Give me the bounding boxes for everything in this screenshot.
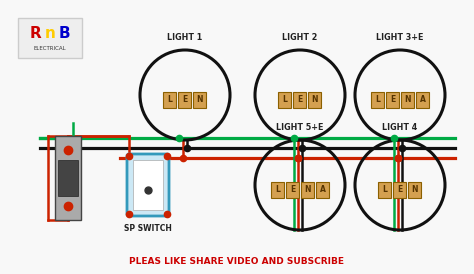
Bar	[309, 92, 321, 108]
Text: E: E	[182, 96, 188, 104]
Bar	[416, 92, 429, 108]
Bar	[271, 182, 284, 198]
Text: N: N	[312, 96, 318, 104]
Text: LIGHT 4: LIGHT 4	[383, 123, 418, 132]
Bar	[409, 182, 421, 198]
Text: A: A	[319, 185, 326, 195]
Text: n: n	[45, 27, 55, 41]
Text: B: B	[58, 27, 70, 41]
Bar	[371, 92, 384, 108]
Bar	[286, 182, 299, 198]
Text: L: L	[168, 96, 173, 104]
Bar	[279, 92, 292, 108]
Text: E: E	[390, 96, 395, 104]
Text: SP SWITCH: SP SWITCH	[124, 224, 172, 233]
Bar	[58, 160, 78, 196]
Bar	[55, 136, 81, 220]
Text: A: A	[419, 96, 426, 104]
Bar	[379, 182, 392, 198]
Bar	[193, 92, 207, 108]
Text: LIGHT 2: LIGHT 2	[283, 33, 318, 42]
Bar	[179, 92, 191, 108]
Bar	[133, 160, 163, 210]
Text: L: L	[375, 96, 380, 104]
Bar	[293, 92, 307, 108]
Bar	[393, 182, 407, 198]
Text: N: N	[404, 96, 411, 104]
Text: N: N	[197, 96, 203, 104]
Bar	[301, 182, 314, 198]
Text: R: R	[30, 27, 42, 41]
Text: E: E	[290, 185, 295, 195]
Text: ELECTRICAL: ELECTRICAL	[34, 45, 66, 50]
Text: N: N	[412, 185, 418, 195]
Text: L: L	[275, 185, 280, 195]
Text: N: N	[304, 185, 311, 195]
FancyBboxPatch shape	[127, 154, 169, 216]
Bar	[316, 182, 329, 198]
Text: L: L	[383, 185, 387, 195]
Text: LIGHT 3+E: LIGHT 3+E	[376, 33, 424, 42]
Bar	[18, 18, 82, 58]
Text: E: E	[397, 185, 402, 195]
Text: L: L	[283, 96, 287, 104]
Text: PLEAS LIKE SHARE VIDEO AND SUBSCRIBE: PLEAS LIKE SHARE VIDEO AND SUBSCRIBE	[129, 258, 345, 267]
Text: LIGHT 5+E: LIGHT 5+E	[276, 123, 324, 132]
Text: E: E	[297, 96, 302, 104]
Text: LIGHT 1: LIGHT 1	[167, 33, 202, 42]
Bar	[386, 92, 399, 108]
Bar	[401, 92, 414, 108]
Bar	[164, 92, 176, 108]
